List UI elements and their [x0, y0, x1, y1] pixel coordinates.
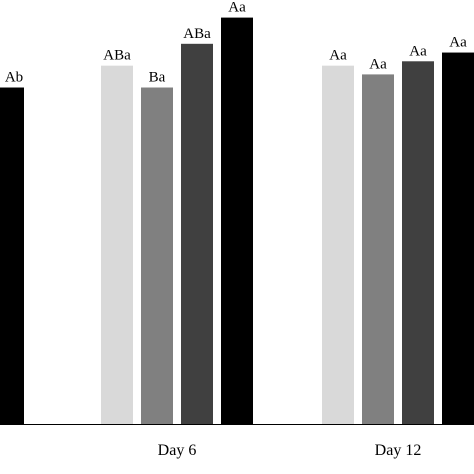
- bar-value-label-g2-b3: Aa: [449, 35, 467, 51]
- bar-value-label-g1-b3: Aa: [228, 0, 246, 16]
- bar-g1-b2: [181, 43, 213, 425]
- bar-g1-b3: [221, 17, 253, 425]
- bar-g2-b3: [442, 52, 474, 425]
- bar-g1-b1: [141, 87, 173, 424]
- bar-g2-b1: [362, 74, 394, 425]
- bar-g2-b2: [402, 61, 434, 424]
- group-label-2: Day 12: [375, 442, 422, 459]
- group-label-1: Day 6: [158, 442, 197, 459]
- bar-g0-b0: [0, 87, 24, 424]
- bar-value-label-g0-b0: Ab: [5, 70, 23, 86]
- bars-layer: [0, 17, 474, 425]
- bar-value-label-g1-b2: ABa: [183, 26, 211, 42]
- bar-value-label-g2-b0: Aa: [329, 48, 347, 64]
- bar-g1-b0: [101, 65, 133, 424]
- bar-value-label-g2-b2: Aa: [409, 43, 427, 59]
- bar-value-label-g1-b1: Ba: [149, 70, 166, 86]
- group-labels-layer: Day 6 Day 12: [158, 442, 422, 459]
- bar-value-label-g2-b1: Aa: [369, 56, 387, 72]
- bar-value-label-g1-b0: ABa: [103, 48, 131, 64]
- bar-g2-b0: [322, 65, 354, 424]
- bar-labels-layer: Ab ABa Ba ABa Aa Aa Aa Aa Aa: [5, 0, 467, 86]
